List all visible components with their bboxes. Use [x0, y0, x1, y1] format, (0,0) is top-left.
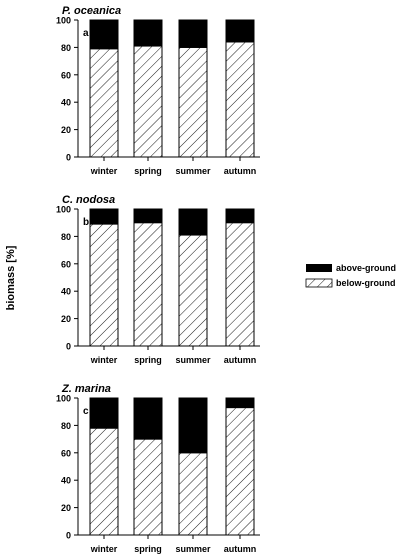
y-tick-label: 60 [61, 448, 71, 458]
bar-below-ground-winter [89, 48, 119, 158]
bar-above-ground-autumn [225, 19, 255, 43]
y-tick-label: 0 [66, 342, 71, 352]
bar-above-ground-autumn [225, 397, 255, 409]
y-tick-label: 40 [61, 287, 71, 297]
bar-above-ground-spring [133, 397, 163, 440]
chart-panel-b: C. nodosa b 0 20 40 60 80 100 winter spring summer… [56, 194, 260, 365]
y-tick-label: 0 [66, 153, 71, 163]
y-tick-label: 80 [61, 232, 71, 242]
chart-panel-a: P. oceanica a 0 20 40 60 80 100 winter spring summ… [56, 5, 260, 176]
bar-above-ground-winter [89, 397, 119, 429]
y-axis-label: biomass [%] [5, 245, 17, 310]
y-tick-label: 100 [56, 16, 71, 26]
y-tick-label: 60 [61, 70, 71, 80]
chart-panel-c: Z. marina c 0 20 40 60 80 100 winter spring summer… [56, 383, 260, 554]
legend-label-above-ground: above-ground [336, 263, 396, 273]
x-tick-label-summer: summer [175, 544, 211, 554]
bar-above-ground-summer [178, 19, 208, 48]
bar-above-ground-spring [133, 208, 163, 224]
x-tick-label-autumn: autumn [224, 355, 257, 365]
bar-below-ground-summer [178, 452, 208, 536]
panel-letter: a [83, 28, 89, 39]
y-tick-label: 40 [61, 98, 71, 108]
legend: above-ground below-ground [305, 263, 396, 288]
panel-letter: c [83, 406, 89, 417]
bar-below-ground-spring [133, 45, 163, 158]
y-tick-label: 60 [61, 259, 71, 269]
legend-swatch-below-ground [305, 278, 333, 288]
y-tick-label: 80 [61, 421, 71, 431]
chart-title: Z. marina [61, 383, 111, 395]
chart-title: P. oceanica [62, 5, 121, 17]
bar-above-ground-autumn [225, 208, 255, 224]
x-tick-label-spring: spring [134, 544, 162, 554]
y-tick-label: 100 [56, 205, 71, 215]
x-tick-label-autumn: autumn [224, 544, 257, 554]
x-tick-label-winter: winter [90, 166, 118, 176]
x-tick-label-spring: spring [134, 355, 162, 365]
bar-below-ground-winter [89, 427, 119, 536]
panel-letter: b [83, 217, 89, 228]
y-tick-label: 20 [61, 314, 71, 324]
bar-above-ground-winter [89, 208, 119, 225]
bar-below-ground-summer [178, 234, 208, 347]
bar-below-ground-autumn [225, 41, 255, 158]
x-tick-label-autumn: autumn [224, 166, 257, 176]
bar-below-ground-spring [133, 438, 163, 536]
x-tick-label-winter: winter [90, 355, 118, 365]
bar-above-ground-spring [133, 19, 163, 47]
y-tick-label: 40 [61, 476, 71, 486]
bar-below-ground-autumn [225, 407, 255, 536]
legend-swatch-above-ground [306, 264, 332, 272]
chart-title: C. nodosa [62, 194, 115, 206]
y-tick-label: 80 [61, 43, 71, 53]
bar-below-ground-autumn [225, 222, 255, 347]
bar-below-ground-winter [89, 223, 119, 347]
x-tick-label-summer: summer [175, 355, 211, 365]
bar-above-ground-summer [178, 397, 208, 454]
y-tick-label: 20 [61, 125, 71, 135]
bar-below-ground-spring [133, 222, 163, 347]
bar-below-ground-summer [178, 46, 208, 158]
bar-above-ground-winter [89, 19, 119, 50]
x-tick-label-summer: summer [175, 166, 211, 176]
y-tick-label: 0 [66, 531, 71, 541]
x-tick-label-winter: winter [90, 544, 118, 554]
legend-label-below-ground: below-ground [336, 278, 396, 288]
y-tick-label: 20 [61, 503, 71, 513]
x-tick-label-spring: spring [134, 166, 162, 176]
y-tick-label: 100 [56, 394, 71, 404]
bar-above-ground-summer [178, 208, 208, 236]
